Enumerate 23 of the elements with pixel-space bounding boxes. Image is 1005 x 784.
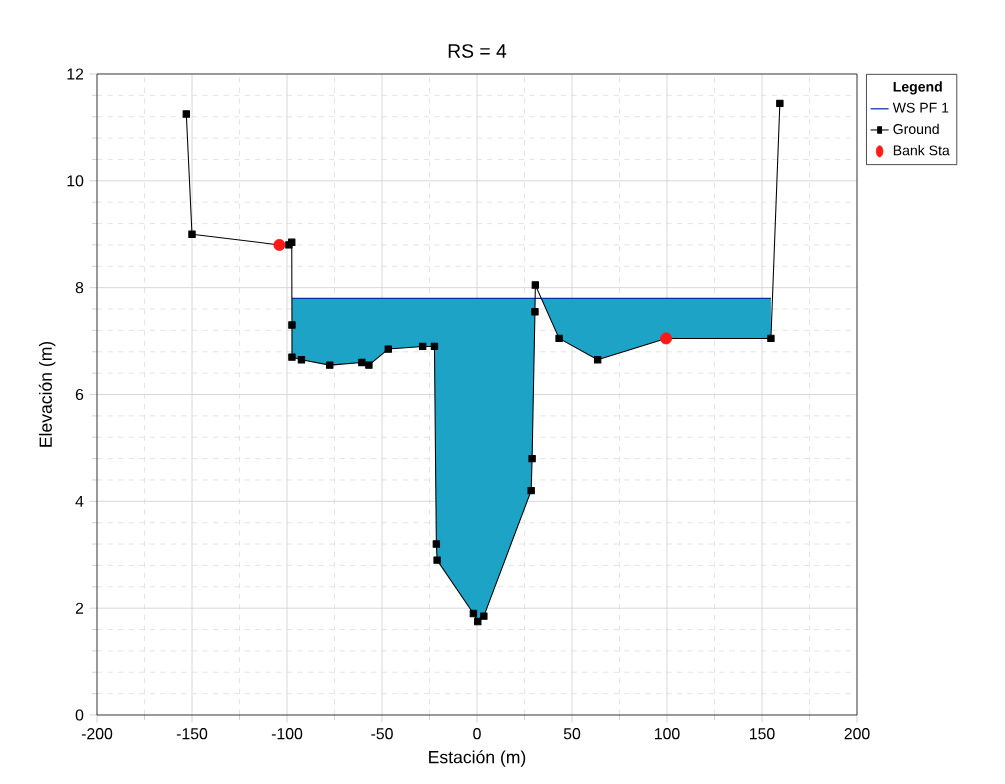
y-axis-title: Elevación (m) — [38, 341, 56, 447]
y-tick-label: 2 — [75, 602, 84, 614]
legend-title: Legend — [893, 81, 942, 95]
x-tick-label: 50 — [563, 728, 581, 740]
x-axis-title: Estación (m) — [429, 750, 526, 767]
y-tick-label: 12 — [67, 68, 84, 80]
x-tick-label: -150 — [176, 728, 208, 740]
legend-label: WS PF 1 — [892, 102, 949, 113]
y-tick-label: 8 — [75, 282, 84, 294]
y-tick-label: 10 — [67, 175, 84, 187]
y-tick-label: 6 — [75, 388, 84, 401]
x-tick-label: 100 — [655, 728, 680, 740]
x-tick-label: 0 — [473, 728, 481, 740]
x-tick-label: -100 — [271, 728, 303, 740]
x-tick-label: 200 — [844, 728, 870, 740]
x-tick-label: -50 — [371, 728, 393, 740]
legend-label: Ground — [893, 123, 939, 135]
x-tick-label: 150 — [750, 728, 775, 740]
y-tick-label: 0 — [75, 709, 84, 721]
x-tick-label: -200 — [81, 728, 113, 740]
legend-label: Bank Sta — [893, 145, 950, 156]
y-tick-label: 4 — [75, 495, 84, 507]
chart-title: RS = 4 — [448, 44, 507, 58]
